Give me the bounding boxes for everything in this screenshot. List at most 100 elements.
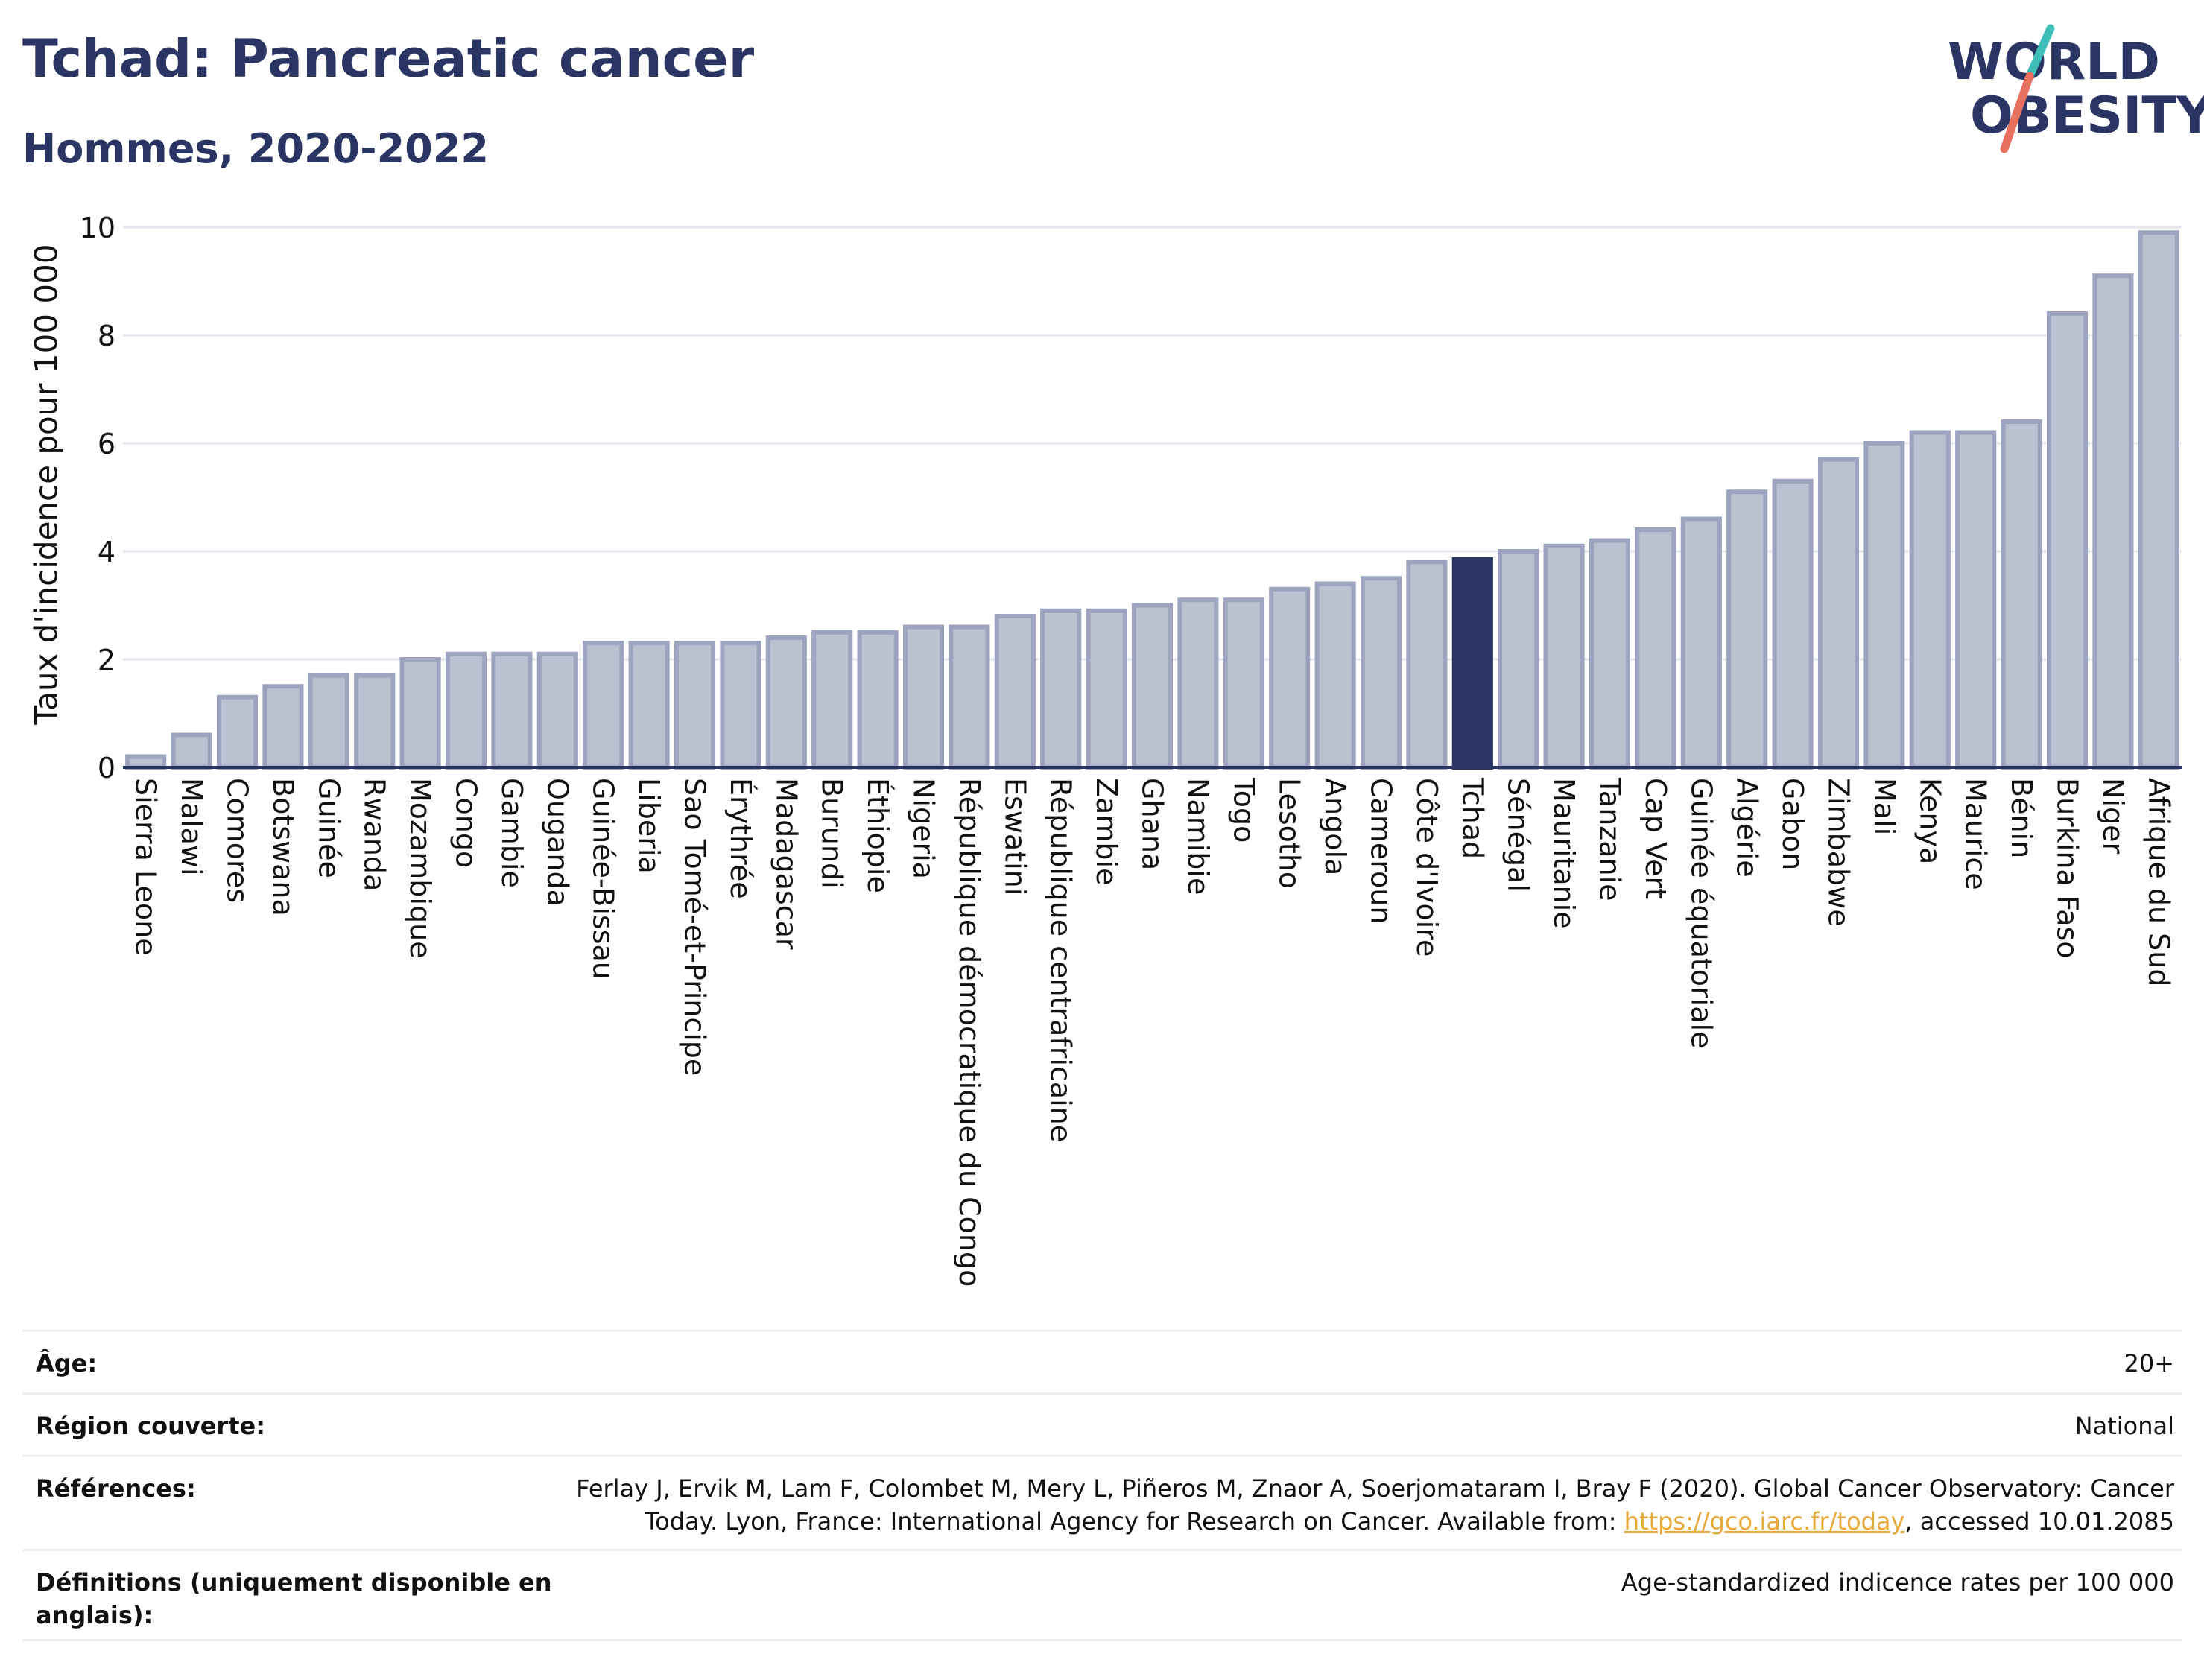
x-tick-label-25: Lesotho — [1273, 778, 1306, 889]
bar-26 — [1314, 581, 1356, 770]
bar-17 — [902, 624, 945, 770]
bar-30 — [1498, 549, 1539, 770]
info-value-definitions: Age-standardized indicence rates per 100… — [1621, 1568, 2174, 1597]
x-tick-label-17: Nigeria — [908, 778, 940, 879]
bar-40 — [1955, 430, 1997, 770]
bar-8 — [491, 651, 533, 770]
bar-18 — [949, 624, 990, 770]
bar-39 — [1909, 430, 1951, 770]
bar-32 — [1589, 538, 1631, 770]
bar-22 — [1131, 603, 1174, 770]
x-tick-label-6: Mozambique — [404, 778, 437, 959]
bar-7 — [445, 651, 487, 770]
page-subtitle: Hommes, 2020-2022 — [22, 125, 489, 172]
references-line-1: Ferlay J, Ervik M, Lam F, Colombet M, Me… — [576, 1474, 2174, 1503]
x-tick-label-19: Eswatini — [998, 778, 1031, 896]
x-tick-label-20: République centrafricaine — [1045, 778, 1077, 1142]
x-tick-label-10: Guinée-Bissau — [587, 778, 620, 980]
x-tick-label-13: Érythrée — [724, 778, 757, 899]
bar-29 — [1451, 557, 1493, 770]
references-link[interactable]: https://gco.iarc.fr/today — [1624, 1507, 1905, 1535]
x-tick-label-33: Cap Vert — [1639, 778, 1672, 899]
info-label-age: Âge: — [36, 1349, 98, 1378]
x-tick-label-7: Congo — [450, 778, 483, 868]
info-table: Âge: 20+ Région couverte: National Référ… — [22, 1330, 2182, 1641]
info-row-age: Âge: 20+ — [22, 1330, 2182, 1392]
bar-28 — [1406, 560, 1448, 770]
bar-3 — [262, 684, 304, 770]
x-tick-label-15: Burundi — [816, 778, 849, 889]
bar-11 — [628, 641, 670, 770]
x-tick-label-21: Zambie — [1090, 778, 1123, 885]
x-tick-label-43: Niger — [2097, 778, 2129, 854]
x-tick-label-41: Bénin — [2005, 778, 2038, 858]
x-tick-label-30: Sénégal — [1502, 778, 1535, 892]
y-tick-label-1: 2 — [98, 644, 115, 676]
x-tick-label-1: Malawi — [175, 778, 208, 876]
x-tick-label-22: Ghana — [1136, 778, 1169, 870]
x-tick-label-44: Afrique du Sud — [2142, 778, 2175, 986]
bar-33 — [1635, 527, 1676, 770]
bar-34 — [1680, 516, 1722, 770]
info-label-region: Région couverte: — [36, 1412, 265, 1440]
x-tick-label-36: Gabon — [1776, 778, 1809, 870]
bar-36 — [1772, 478, 1814, 770]
info-value-region: National — [2074, 1412, 2174, 1440]
bar-0 — [125, 754, 167, 770]
bar-42 — [2046, 311, 2089, 770]
bar-12 — [674, 641, 716, 770]
x-tick-label-39: Kenya — [1913, 778, 1946, 864]
info-value-references: Ferlay J, Ervik M, Lam F, Colombet M, Me… — [576, 1472, 2174, 1538]
references-line-2: Today. Lyon, France: International Agenc… — [576, 1505, 2174, 1538]
bar-31 — [1543, 543, 1585, 770]
x-tick-label-27: Cameroun — [1365, 778, 1398, 924]
bar-21 — [1086, 608, 1127, 770]
x-tick-label-42: Burkina Faso — [2051, 778, 2084, 959]
bar-37 — [1817, 457, 1860, 770]
x-tick-label-8: Gambie — [495, 778, 528, 888]
bar-6 — [399, 657, 441, 770]
logo-slash-icon — [2000, 24, 2055, 153]
x-tick-label-11: Liberia — [633, 778, 665, 874]
x-tick-label-31: Mauritanie — [1548, 778, 1580, 929]
info-label-definitions: Définitions (uniquement disponible en an… — [36, 1566, 552, 1632]
bar-25 — [1269, 586, 1311, 770]
bar-19 — [994, 614, 1036, 770]
x-tick-label-34: Guinée équatoriale — [1685, 778, 1717, 1048]
x-tick-label-14: Madagascar — [770, 778, 802, 950]
definitions-label-line-1: Définitions (uniquement disponible en — [36, 1568, 552, 1597]
bar-43 — [2092, 273, 2134, 770]
y-tick-label-2: 4 — [98, 536, 115, 568]
bar-14 — [765, 635, 807, 770]
info-label-references: Références: — [36, 1474, 196, 1503]
x-tick-label-5: Rwanda — [358, 778, 391, 891]
bar-35 — [1726, 489, 1768, 770]
x-tick-label-29: Tchad — [1456, 777, 1489, 859]
bar-10 — [583, 641, 624, 770]
logo-line-1: WORLD — [1948, 33, 2160, 92]
x-tick-label-32: Tanzanie — [1594, 777, 1627, 901]
x-tick-label-38: Mali — [1868, 778, 1901, 835]
x-tick-label-23: Namibie — [1182, 778, 1215, 895]
info-value-age: 20+ — [2124, 1349, 2174, 1378]
x-tick-label-26: Angola — [1319, 778, 1352, 875]
x-tick-label-37: Zimbabwe — [1823, 778, 1855, 927]
bar-20 — [1040, 608, 1082, 770]
x-tick-label-18: République démocratique du Congo — [953, 778, 986, 1287]
references-line-2-start: Today. Lyon, France: International Agenc… — [645, 1507, 1624, 1535]
bar-2 — [216, 694, 259, 770]
x-tick-label-35: Algérie — [1731, 778, 1764, 878]
info-row-definitions: Définitions (uniquement disponible en an… — [22, 1549, 2182, 1641]
y-tick-label-4: 8 — [98, 320, 115, 352]
bar-24 — [1223, 597, 1264, 770]
bar-chart: 0 2 4 6 8 10 Sierra Leone Malawi Comores Botswana… — [80, 212, 2182, 1287]
bar-5 — [354, 673, 396, 770]
page-title: Tchad: Pancreatic cancer — [22, 28, 755, 89]
references-line-2-end: , accessed 10.01.2085 — [1904, 1507, 2174, 1535]
x-tick-label-3: Botswana — [267, 778, 300, 916]
y-tick-label-3: 6 — [98, 428, 115, 460]
x-tick-label-16: Éthiopie — [861, 778, 894, 893]
x-tick-label-0: Sierra Leone — [130, 778, 162, 956]
bar-15 — [811, 630, 853, 770]
y-tick-label-0: 0 — [98, 752, 115, 784]
